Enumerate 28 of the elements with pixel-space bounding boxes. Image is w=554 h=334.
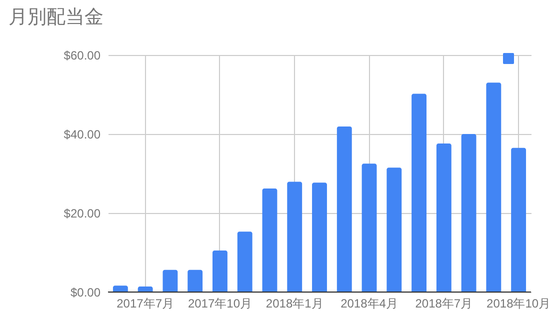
bar [188,270,203,292]
y-tick-label: $20.00 [64,206,101,220]
bar [386,168,402,292]
bar [461,134,476,292]
x-tick-label: 2017年10月 [188,296,252,310]
chart-title: 月別配当金 [8,7,104,28]
bar [287,182,302,292]
bar [112,286,128,292]
bar [212,250,228,292]
bar [336,126,352,292]
bar [237,232,252,292]
bar [362,164,377,292]
bar [262,188,278,292]
y-tick-label: $60.00 [64,48,101,62]
bar [312,182,327,292]
bar [412,94,426,292]
bar [486,82,502,292]
y-tick-label: $0.00 [70,286,101,300]
x-tick-label: 2018年1月 [266,296,324,310]
x-tick-label: 2018年7月 [415,296,473,310]
bar [436,143,452,292]
y-tick-label: $40.00 [64,128,101,142]
bar [511,148,526,292]
x-tick-label: 2018年4月 [340,296,398,310]
bar [138,286,153,292]
bar [162,270,178,292]
x-tick-label: 2017年7月 [116,296,174,310]
x-tick-label: 2018年10月 [486,296,551,310]
